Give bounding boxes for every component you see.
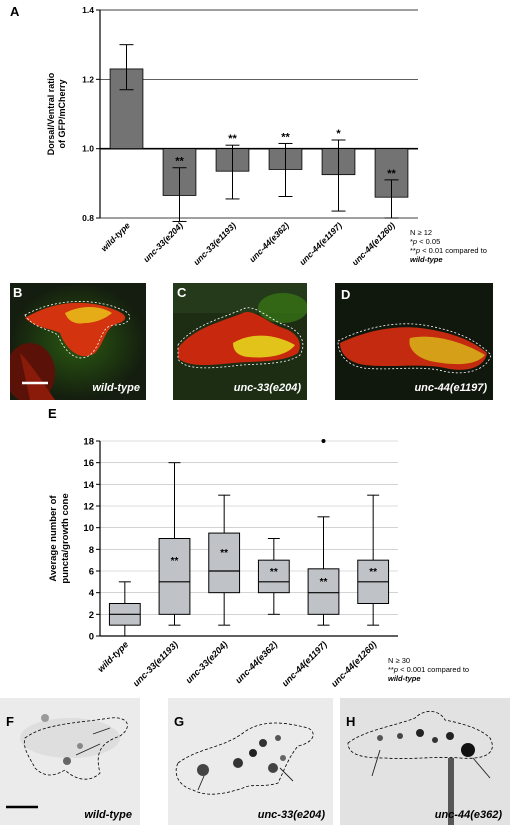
- fluor-image-c: [173, 283, 307, 400]
- notes-e: N ≥ 30 **p < 0.001 compared to wild-type: [388, 656, 469, 683]
- xtick-label-e: wild-type: [96, 639, 131, 674]
- significance-e: **: [320, 577, 328, 588]
- panel-letter-b: B: [13, 285, 23, 300]
- notes-a: N ≥ 12 *p < 0.05 **p < 0.01 compared to …: [410, 228, 487, 264]
- significance-a: **: [387, 168, 396, 180]
- ylabel-a-line2: of GFP/mCherry: [57, 79, 67, 148]
- chart-a: 0.8 1.0 1.2 1.4 Dorsal/Ventral ratio of GFP/m…: [46, 5, 418, 265]
- fluor-panel-c: C unc-33(e204): [173, 283, 307, 400]
- ytick-label-e: 0: [89, 632, 94, 643]
- gray-panel-f: F wild-type: [0, 698, 140, 825]
- xtick-label-e: unc-44(e1197): [280, 639, 329, 688]
- significance-a: **: [175, 156, 184, 168]
- ylabel-a-line1: Dorsal/Ventral ratio: [46, 72, 56, 155]
- significance-e: **: [369, 567, 377, 578]
- panel-label-h: unc-44(e362): [434, 809, 502, 821]
- ytick-label-a: 0.8: [82, 213, 94, 223]
- significance-e: **: [171, 556, 179, 567]
- gray-image-g: [168, 698, 333, 825]
- notes-e-p: **p < 0.001 compared to: [388, 665, 470, 674]
- significance-e: **: [220, 548, 228, 559]
- ytick-label-a: 1.0: [82, 144, 94, 154]
- significance-e: **: [270, 567, 278, 578]
- ytick-label-e: 14: [83, 480, 94, 491]
- significance-a: **: [228, 133, 237, 145]
- fluor-image-b: [10, 283, 146, 400]
- fluor-panel-b: B wild-type: [10, 283, 146, 400]
- gray-panel-h: H unc-44(e362): [340, 698, 510, 825]
- ytick-label-e: 2: [89, 610, 94, 621]
- panel-label-d: unc-44(e1197): [414, 382, 487, 394]
- ytick-label-e: 18: [83, 437, 94, 448]
- panel-label-b: wild-type: [92, 382, 140, 394]
- notes-a-n: N ≥ 12: [410, 228, 433, 237]
- xtick-label-e: unc-33(e1193): [131, 639, 180, 688]
- notes-a-p1: *p < 0.05: [410, 237, 441, 246]
- notes-e-n: N ≥ 30: [388, 656, 411, 665]
- ytick-label-a: 1.4: [82, 5, 94, 15]
- xtick-label-a: unc-44(e1197): [297, 220, 344, 265]
- box-e: [158, 538, 191, 615]
- gray-image-f: [0, 698, 140, 825]
- xtick-label-a: unc-44(e362): [247, 220, 291, 264]
- xtick-label-a: unc-44(e1260): [350, 220, 397, 265]
- panel-letter-c: C: [177, 285, 187, 300]
- xtick-label-e: unc-44(e362): [233, 639, 279, 685]
- box-e: [307, 568, 340, 615]
- ytick-label-e: 16: [83, 458, 94, 469]
- xtick-label-a: wild-type: [99, 220, 132, 253]
- ytick-label-e: 12: [83, 502, 94, 513]
- box-e: [208, 532, 241, 594]
- chart-e: 0 2 4 6 8 10 12 14 16 18 Average number of puncta/g…: [48, 437, 398, 689]
- panel-label-c: unc-33(e204): [233, 382, 301, 394]
- ylabel-e-line2: puncta/growth cone: [60, 493, 71, 583]
- panel-label-f: wild-type: [84, 809, 132, 821]
- ytick-label-e: 10: [83, 523, 94, 534]
- significance-a: *: [336, 128, 341, 140]
- panel-letter-d: D: [341, 287, 351, 302]
- ytick-label-e: 8: [89, 545, 94, 556]
- panel-letter-e: E: [48, 406, 57, 421]
- significance-a: **: [281, 131, 290, 143]
- panel-letter-g: G: [174, 714, 185, 729]
- panel-letter-h: H: [346, 714, 356, 729]
- ytick-label-a: 1.2: [82, 74, 94, 84]
- ytick-label-e: 6: [89, 567, 94, 578]
- fluor-panel-d: D unc-44(e1197): [335, 283, 493, 400]
- outlier-e: [321, 439, 326, 443]
- panel-letter-a: A: [10, 4, 20, 19]
- notes-e-geno: wild-type: [388, 674, 421, 683]
- fluor-image-d: [335, 283, 493, 400]
- panel-letter-f: F: [6, 714, 14, 729]
- notes-a-geno: wild-type: [410, 255, 443, 264]
- gray-panel-g: G unc-33(e204): [168, 698, 333, 825]
- ytick-label-e: 4: [89, 588, 95, 599]
- panel-label-g: unc-33(e204): [257, 809, 325, 821]
- xtick-label-a: unc-33(e1193): [191, 220, 238, 265]
- notes-a-p2: **p < 0.01 compared to: [410, 246, 487, 255]
- xtick-label-e: unc-44(e1260): [329, 639, 379, 689]
- ylabel-e-line1: Average number of: [48, 495, 59, 582]
- xtick-label-a: unc-33(e204): [141, 220, 185, 264]
- box-e: [257, 559, 290, 594]
- xtick-label-e: unc-33(e204): [184, 639, 230, 685]
- gray-image-h: [340, 698, 510, 825]
